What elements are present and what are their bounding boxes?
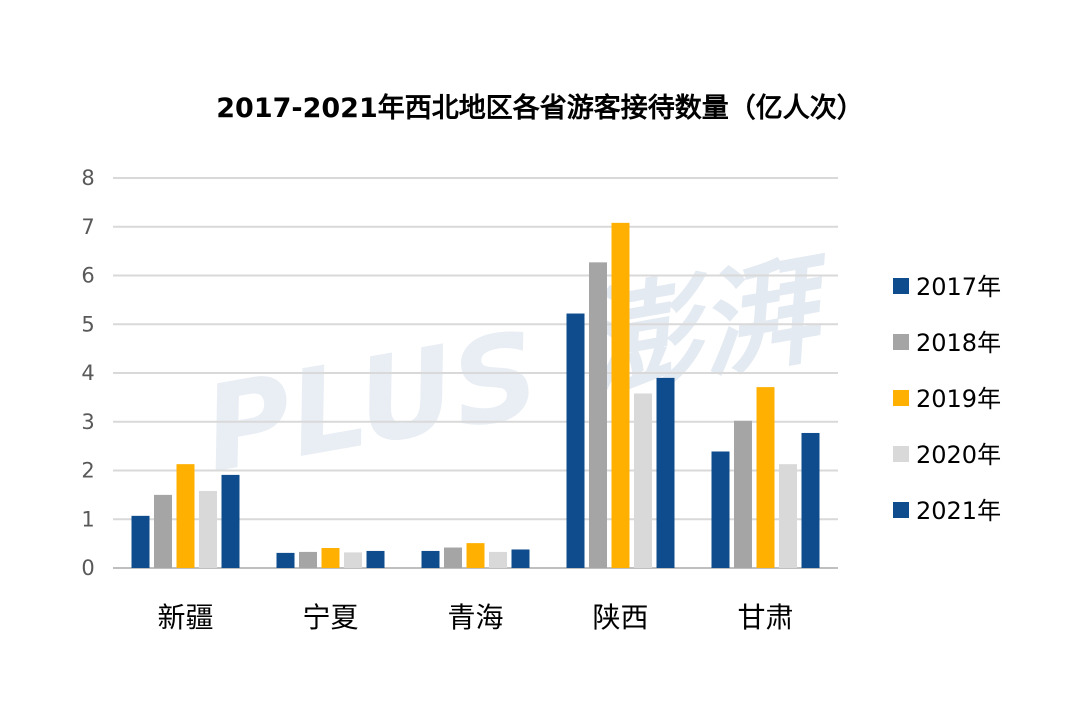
y-tick-label: 1 xyxy=(81,507,94,531)
legend-swatch xyxy=(893,446,909,462)
legend-swatch xyxy=(893,502,909,518)
bar xyxy=(611,222,630,568)
legend-label: 2020年 xyxy=(916,441,1001,469)
x-tick-label: 新疆 xyxy=(157,601,213,634)
y-axis-ticks: 0 1 2 3 4 5 6 7 8 xyxy=(81,166,94,580)
bar xyxy=(154,494,172,568)
y-tick-label: 0 xyxy=(81,556,94,580)
bar xyxy=(734,420,752,568)
x-axis-ticks: 新疆 宁夏 青海 陕西 甘肃 xyxy=(157,601,793,634)
bar xyxy=(566,313,585,568)
bar xyxy=(321,548,340,568)
bar xyxy=(344,552,362,568)
x-tick-label: 甘肃 xyxy=(737,601,793,634)
bar xyxy=(634,393,652,568)
x-tick-label: 青海 xyxy=(447,601,503,634)
y-tick-label: 2 xyxy=(81,459,94,483)
gridlines xyxy=(113,177,838,569)
bar xyxy=(366,550,385,568)
bar xyxy=(444,547,462,568)
legend-swatch xyxy=(893,390,909,406)
bar xyxy=(176,464,195,568)
legend-swatch xyxy=(893,334,909,350)
bar xyxy=(276,552,295,568)
bar xyxy=(199,490,217,568)
bar xyxy=(756,387,775,568)
y-tick-label: 4 xyxy=(81,361,94,385)
y-tick-label: 6 xyxy=(81,264,94,288)
bar xyxy=(299,551,317,568)
chart-title: 2017-2021年西北地区各省游客接待数量（亿人次） xyxy=(216,92,864,124)
y-tick-label: 8 xyxy=(81,166,94,190)
bar xyxy=(511,549,530,568)
legend-label: 2021年 xyxy=(916,497,1001,525)
bars xyxy=(131,222,820,568)
bar xyxy=(221,474,240,568)
bar xyxy=(656,377,675,568)
bar xyxy=(131,515,150,568)
x-tick-label: 陕西 xyxy=(592,601,648,634)
bar xyxy=(711,451,730,568)
x-tick-label: 宁夏 xyxy=(302,601,358,634)
bar xyxy=(801,432,820,568)
y-tick-label: 3 xyxy=(81,410,94,434)
y-tick-label: 7 xyxy=(81,215,94,239)
bar xyxy=(589,262,607,568)
bar xyxy=(421,550,440,568)
legend-label: 2018年 xyxy=(916,329,1001,357)
y-tick-label: 5 xyxy=(81,312,94,336)
legend-swatch xyxy=(893,278,909,294)
legend: 2017年 2018年 2019年 2020年 2021年 xyxy=(893,273,1001,525)
bar xyxy=(466,543,485,568)
bar xyxy=(779,464,797,568)
legend-label: 2017年 xyxy=(916,273,1001,301)
bar xyxy=(489,551,507,568)
legend-label: 2019年 xyxy=(916,385,1001,413)
